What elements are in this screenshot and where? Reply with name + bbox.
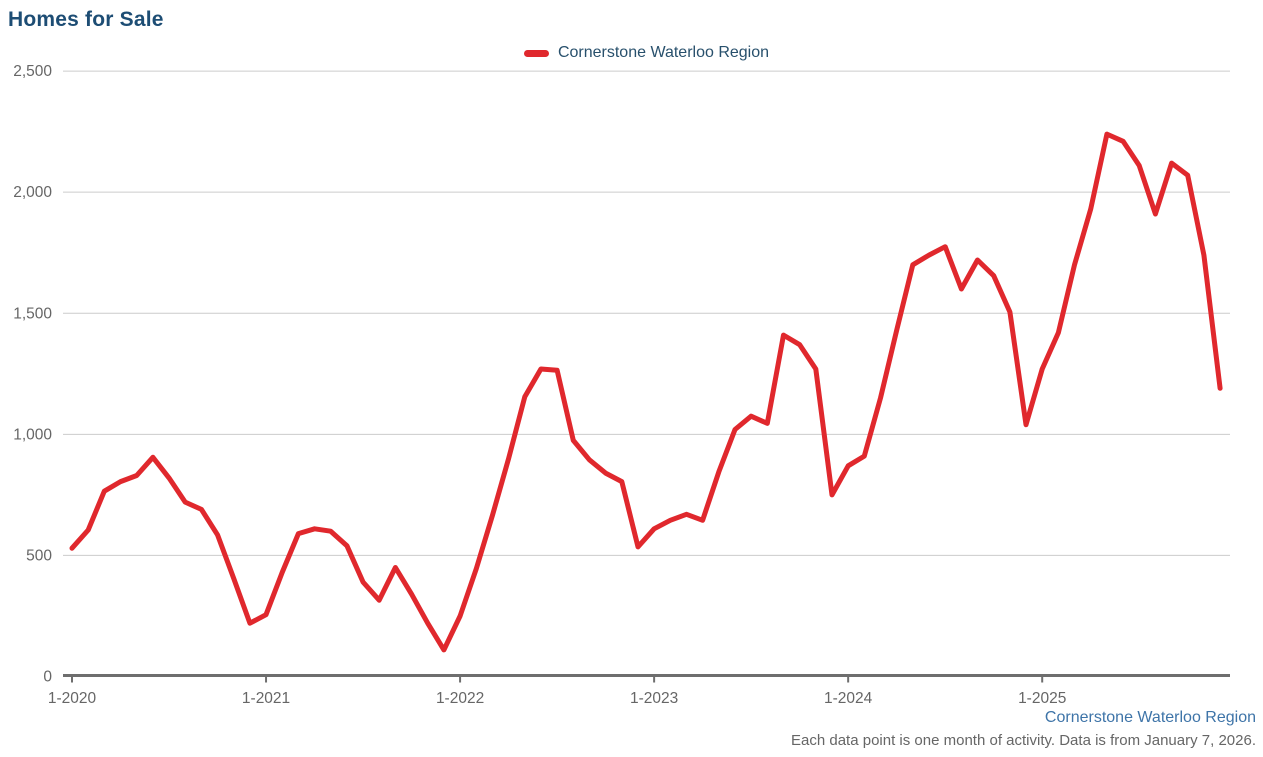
x-axis-tick-label-1-2024: 1-2024 [824, 690, 873, 707]
y-axis-tick-label-1000: 1,000 [13, 426, 52, 443]
x-axis-tick-label-1-2025: 1-2025 [1018, 690, 1066, 707]
legend: Cornerstone Waterloo Region [63, 42, 1230, 64]
y-axis-tick-label-0: 0 [43, 669, 52, 686]
y-axis-tick-label-2500: 2,500 [13, 63, 52, 80]
footer-source-link[interactable]: Cornerstone Waterloo Region [1044, 709, 1256, 726]
series-line-cornerstone-waterloo-region[interactable] [69, 131, 1223, 653]
chart-title: Homes for Sale [8, 8, 164, 31]
legend-item-cornerstone-waterloo-region[interactable]: Cornerstone Waterloo Region [523, 44, 770, 62]
x-axis-tick-label-1-2020: 1-2020 [48, 690, 97, 707]
y-axis-tick-label-500: 500 [26, 547, 52, 564]
x-axis-tick-label-1-2023: 1-2023 [630, 690, 678, 707]
x-axis-tick-label-1-2021: 1-2021 [242, 690, 290, 707]
footer-note: Each data point is one month of activity… [791, 732, 1256, 749]
x-axis-tick-label-1-2022: 1-2022 [436, 690, 484, 707]
y-axis-tick-label-2000: 2,000 [13, 184, 52, 201]
y-axis-tick-label-1500: 1,500 [13, 305, 52, 322]
legend-label: Cornerstone Waterloo Region [557, 44, 770, 61]
legend-line-swatch-icon [523, 49, 549, 57]
